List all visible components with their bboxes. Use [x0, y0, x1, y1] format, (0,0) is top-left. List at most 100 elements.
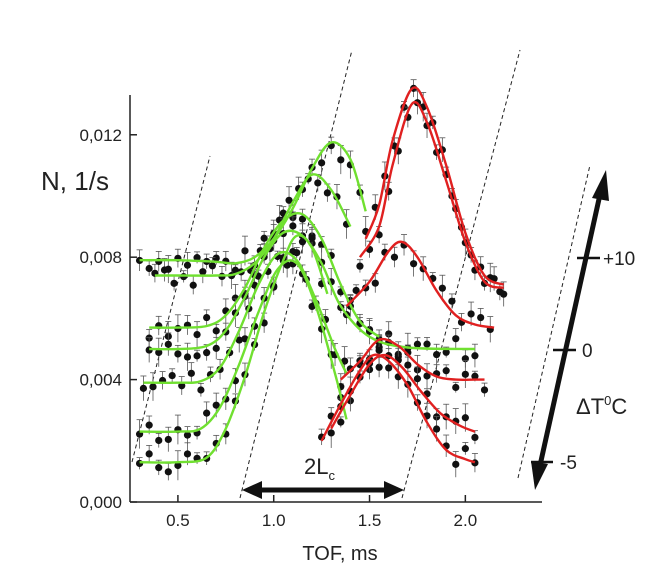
data-point — [442, 367, 450, 375]
x-tick-label: 2.0 — [454, 511, 478, 530]
data-point — [404, 361, 412, 369]
data-point — [183, 431, 192, 439]
data-point — [318, 159, 326, 167]
data-point — [212, 344, 220, 352]
data-point — [461, 370, 469, 378]
temp-label-plus10: +10 — [603, 249, 635, 270]
data-point — [433, 350, 441, 359]
fit-curve — [320, 353, 476, 464]
fit-curve — [149, 229, 475, 351]
data-point — [477, 313, 485, 322]
length-arrow-left-head — [242, 481, 262, 499]
data-point — [448, 297, 456, 305]
data-point — [413, 340, 422, 348]
data-point — [183, 261, 192, 269]
data-point — [471, 372, 479, 380]
data-point — [375, 363, 383, 371]
data-point — [471, 433, 479, 442]
fit-curve — [345, 240, 495, 329]
data-point — [199, 268, 207, 276]
data-point — [285, 196, 293, 204]
data-point — [193, 254, 201, 262]
fit-curve — [139, 259, 348, 434]
data-point — [189, 281, 197, 289]
data-point — [480, 386, 489, 394]
data-point — [183, 450, 192, 458]
y-tick-label: 0,000 — [79, 493, 122, 512]
data-point — [423, 372, 431, 380]
data-point — [168, 371, 176, 380]
data-point — [260, 234, 268, 242]
data-point — [308, 234, 316, 242]
y-tick-label: 0,012 — [79, 126, 122, 145]
data-point — [308, 302, 316, 311]
dashed-guide-line — [131, 155, 211, 463]
data-point — [298, 215, 307, 223]
x-tick-label: 0.5 — [166, 511, 190, 530]
temp-label-zero: 0 — [582, 341, 593, 362]
y-axis-label: N, 1/s — [41, 166, 109, 196]
data-point — [410, 260, 418, 268]
data-point — [323, 189, 331, 197]
data-point — [423, 340, 431, 348]
data-point — [433, 425, 441, 433]
temperature-arrow-bottom-head — [531, 461, 548, 490]
data-point — [341, 357, 349, 365]
data-point — [375, 346, 383, 354]
data-point — [212, 327, 220, 335]
data-point — [170, 279, 178, 287]
fit-curve — [358, 101, 505, 289]
data-point — [461, 445, 469, 453]
data-point — [155, 464, 163, 472]
data-point — [145, 264, 153, 273]
data-point — [371, 279, 379, 287]
data-point — [337, 418, 345, 426]
data-point — [203, 409, 211, 417]
data-point — [164, 468, 172, 476]
x-ticks: 0.5 1.0 1.5 2.0 — [166, 495, 477, 530]
data-point — [352, 286, 360, 295]
fit-curve — [149, 212, 380, 338]
data-point — [183, 353, 192, 361]
data-point — [197, 386, 205, 394]
data-point — [155, 348, 163, 357]
data-point — [145, 421, 153, 429]
fit-curve — [154, 173, 352, 277]
data-point — [187, 369, 195, 377]
data-point — [289, 247, 297, 256]
y-tick-label: 0,004 — [79, 371, 122, 390]
data-point — [289, 222, 297, 230]
data-point — [174, 461, 182, 470]
data-point — [452, 383, 460, 392]
data-point — [442, 348, 450, 356]
data-point — [164, 340, 172, 348]
temperature-axis: +10 0 -5 ΔT0C — [531, 170, 635, 490]
data-point — [139, 384, 148, 392]
x-axis-label: TOF, ms — [302, 543, 377, 565]
data-point — [385, 330, 393, 338]
length-annotation: 2Lc — [242, 454, 404, 499]
data-point — [452, 335, 460, 343]
fit-curve — [364, 86, 505, 286]
temp-label-minus5: -5 — [560, 453, 577, 474]
length-arrow-right-head — [384, 481, 404, 499]
temperature-axis-title: ΔT0C — [576, 393, 627, 419]
data-point — [193, 330, 201, 339]
data-point — [337, 156, 345, 164]
data-point — [390, 253, 399, 261]
data-point — [164, 435, 172, 444]
data-point — [135, 256, 144, 265]
dashed-guide-line — [517, 164, 591, 479]
data-point — [135, 459, 144, 468]
data-point — [346, 365, 354, 373]
data-point — [452, 460, 460, 468]
fit-curve — [339, 337, 485, 382]
data-point — [145, 450, 153, 458]
data-point — [212, 401, 220, 409]
data-point — [178, 382, 186, 390]
data-point — [438, 284, 446, 292]
data-point — [461, 414, 469, 422]
data-point — [327, 429, 335, 437]
data-point — [149, 383, 157, 391]
data-point — [231, 266, 239, 274]
